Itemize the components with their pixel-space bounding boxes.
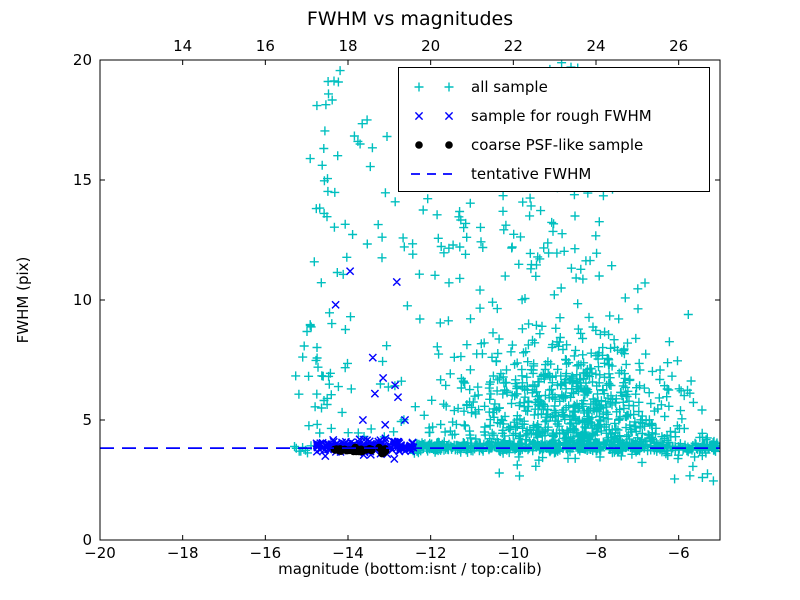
x-axis-label: magnitude (bottom:isnt / top:calib): [278, 560, 542, 578]
x-bottom-tick-label: −16: [249, 544, 282, 562]
x-top-tick-label: 20: [421, 37, 441, 55]
y-tick-label: 0: [82, 531, 92, 549]
x-top-tick-label: 26: [669, 37, 689, 55]
plus-marker-icon: [405, 77, 461, 97]
x-bottom-tick-label: −20: [84, 544, 116, 562]
series-cross: [312, 267, 418, 463]
dot-marker-icon: [405, 135, 461, 155]
chart-title: FWHM vs magnitudes: [306, 8, 514, 30]
axis-ticks: [99, 59, 720, 541]
legend-label: all sample: [471, 77, 548, 96]
dashed-line-icon: [405, 164, 461, 184]
x-bottom-tick-label: −8: [584, 544, 608, 562]
data-points-layer: [100, 60, 720, 486]
legend: all sample sample for rough FWHM coarse …: [398, 67, 710, 192]
x-top-tick-label: 22: [503, 37, 523, 55]
legend-label: sample for rough FWHM: [471, 106, 652, 125]
legend-label: tentative FWHM: [471, 164, 592, 183]
y-tick-label: 20: [72, 51, 92, 69]
y-tick-label: 15: [72, 171, 92, 189]
cross-marker-icon: [405, 106, 461, 126]
x-bottom-tick-label: −12: [414, 544, 447, 562]
y-tick-label: 10: [72, 291, 92, 309]
series-dot: [330, 443, 390, 458]
x-bottom-tick-label: −6: [667, 544, 690, 562]
y-tick-label: 5: [82, 411, 92, 429]
y-axis-label: FWHM (pix): [14, 256, 32, 344]
x-top-tick-label: 16: [255, 37, 275, 55]
x-bottom-tick-label: −18: [166, 544, 199, 562]
x-top-tick-label: 14: [173, 37, 193, 55]
legend-label: coarse PSF-like sample: [471, 135, 644, 154]
x-top-tick-label: 24: [586, 37, 606, 55]
legend-entry-psf-sample: coarse PSF-like sample: [399, 130, 709, 159]
legend-entry-all-sample: all sample: [399, 72, 709, 101]
legend-entry-rough-fwhm: sample for rough FWHM: [399, 101, 709, 130]
x-bottom-tick-label: −14: [332, 544, 364, 562]
x-top-tick-label: 18: [338, 37, 358, 55]
x-bottom-tick-label: −10: [497, 544, 530, 562]
legend-entry-tentative-fwhm: tentative FWHM: [399, 159, 709, 188]
